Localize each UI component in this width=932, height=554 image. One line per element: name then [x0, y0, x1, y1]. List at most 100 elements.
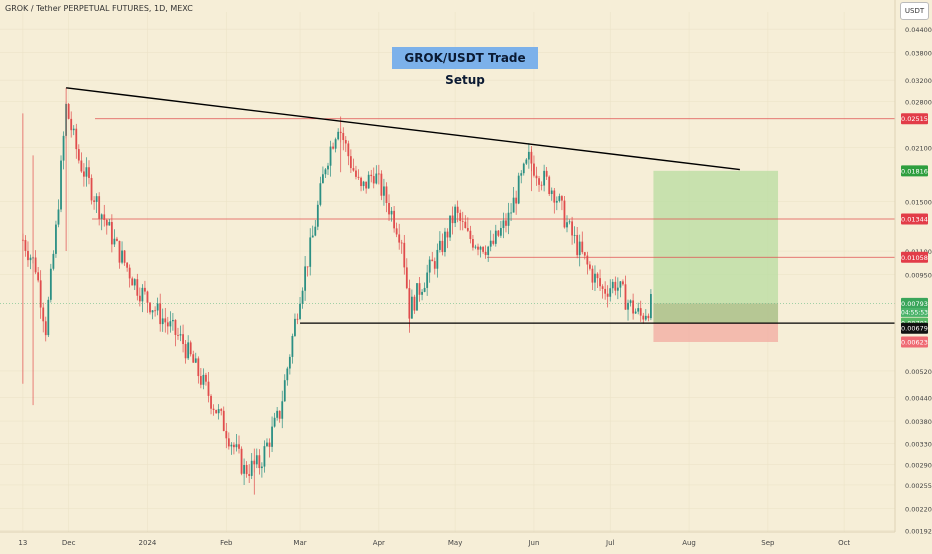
- candle-body: [108, 221, 111, 226]
- candle: [245, 461, 248, 478]
- candle: [357, 169, 360, 181]
- candle-body: [456, 206, 459, 213]
- candle-body: [474, 246, 477, 248]
- candle: [88, 160, 90, 185]
- candle-body: [144, 287, 146, 292]
- candle: [398, 223, 401, 250]
- candle-body: [365, 181, 368, 189]
- candle-body: [217, 409, 220, 414]
- candle: [151, 310, 154, 320]
- time-tick-label: Apr: [373, 539, 385, 547]
- candle: [431, 251, 434, 262]
- price-tick-label: 0.02800: [905, 99, 932, 107]
- candle-body: [561, 196, 563, 201]
- candle-body: [34, 257, 37, 273]
- candle-body: [342, 132, 345, 141]
- currency-unit-button[interactable]: USDT: [900, 2, 929, 20]
- candle: [100, 213, 103, 231]
- candle: [113, 229, 116, 247]
- candle-body: [225, 430, 228, 439]
- candle-body: [90, 177, 93, 201]
- price-tick-label: 0.00330: [905, 441, 932, 449]
- candle-body: [469, 230, 472, 240]
- candle: [179, 325, 182, 342]
- candle: [438, 231, 441, 253]
- candle: [578, 234, 581, 267]
- candle: [512, 187, 515, 213]
- candle-body: [55, 224, 57, 254]
- candle-body: [489, 240, 492, 247]
- price-tick-label: 0.00380: [905, 418, 932, 426]
- price-tick-label: 0.00440: [905, 395, 932, 403]
- candle: [395, 222, 398, 238]
- candle: [421, 289, 423, 301]
- candle-body: [174, 319, 177, 335]
- candle: [611, 279, 614, 294]
- candle-body: [515, 197, 518, 204]
- candle: [103, 204, 106, 227]
- candle-body: [492, 240, 495, 244]
- time-tick-label: 2024: [139, 539, 157, 547]
- candle-body: [258, 455, 261, 469]
- candle: [283, 374, 286, 402]
- candle: [362, 180, 365, 191]
- candle-body: [240, 448, 243, 474]
- candle-body: [540, 184, 543, 186]
- candle-body: [477, 246, 479, 250]
- candle: [568, 219, 571, 225]
- candle: [507, 202, 510, 235]
- candle-body: [375, 173, 378, 184]
- candle-body: [210, 395, 212, 409]
- candle-body: [113, 238, 116, 245]
- candle: [377, 164, 380, 185]
- time-tick-label: May: [448, 539, 462, 547]
- candle-body: [507, 212, 510, 226]
- candle: [576, 226, 579, 259]
- candle: [154, 306, 156, 317]
- candle-body: [215, 409, 218, 414]
- candle-body: [634, 311, 637, 314]
- candle-body: [444, 231, 446, 253]
- candle-body: [650, 293, 652, 319]
- candle-body: [411, 296, 413, 319]
- entry-zone: [653, 303, 779, 324]
- stop-price-tag-bg: [901, 336, 928, 348]
- candle-body: [316, 204, 319, 227]
- candle-body: [594, 273, 596, 283]
- candle: [294, 313, 296, 338]
- candle-body: [283, 380, 286, 402]
- candle: [67, 102, 70, 120]
- time-tick-label: 13: [18, 539, 27, 547]
- resistance-levels: [0, 118, 895, 304]
- candle: [599, 269, 601, 292]
- candle: [177, 327, 179, 340]
- candle-body: [161, 318, 164, 325]
- candle: [538, 175, 540, 192]
- candle: [563, 195, 566, 229]
- candle-body: [233, 444, 235, 448]
- candle: [487, 245, 490, 262]
- time-tick-label: Feb: [220, 539, 233, 547]
- candle: [650, 289, 652, 321]
- candle: [286, 366, 289, 386]
- trade-setup-annotation: GROK/USDT Trade Setup: [392, 47, 538, 87]
- candle: [416, 283, 418, 311]
- time-tick-label: Jun: [527, 539, 539, 547]
- candle: [319, 176, 322, 207]
- candle-body: [461, 220, 464, 222]
- candle-body: [243, 465, 245, 474]
- candle-body: [510, 212, 512, 214]
- candle-body: [116, 238, 118, 241]
- candle: [642, 312, 645, 324]
- support-price-tag: 0.00679: [901, 325, 928, 333]
- candle: [482, 246, 484, 254]
- candle: [123, 249, 126, 266]
- candle-body: [344, 140, 347, 144]
- candle-body: [42, 307, 45, 322]
- candle: [614, 276, 617, 296]
- candle: [637, 302, 640, 315]
- candle-body: [403, 242, 406, 268]
- candle-body: [123, 250, 126, 263]
